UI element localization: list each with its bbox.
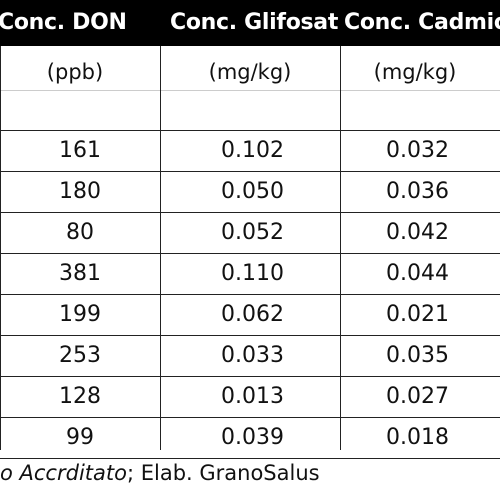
unit-glifosato: (mg/kg) (208, 60, 292, 84)
cell-glifosato: 0.110 (221, 261, 284, 286)
source-note-lab: o Accrditato (0, 461, 127, 485)
cell-glifosato: 0.052 (221, 220, 284, 245)
table-row: 180 0.050 0.036 (0, 171, 500, 212)
header-divider (0, 90, 500, 91)
cell-cadmio: 0.035 (386, 343, 449, 368)
column-divider (160, 46, 161, 450)
cell-don: 199 (59, 302, 101, 327)
cell-don: 180 (59, 179, 101, 204)
cell-glifosato: 0.033 (221, 343, 284, 368)
cell-don: 80 (66, 220, 94, 245)
header-conc-cadmio: Conc. Cadmio (344, 10, 500, 35)
unit-don: (ppb) (46, 60, 104, 84)
table-row: 253 0.033 0.035 (0, 335, 500, 376)
cell-don: 128 (59, 384, 101, 409)
cell-cadmio: 0.042 (386, 220, 449, 245)
cell-cadmio: 0.032 (386, 138, 449, 163)
table-header: Conc. DON Conc. Glifosato Conc. Cadmio (0, 0, 500, 46)
table-row: 161 0.102 0.032 (0, 130, 500, 171)
source-note: o Accrditato; Elab. GranoSalus (0, 457, 320, 489)
table-row: 381 0.110 0.044 (0, 253, 500, 294)
table-row: 80 0.052 0.042 (0, 212, 500, 253)
cell-cadmio: 0.018 (386, 425, 449, 450)
cell-don: 381 (59, 261, 101, 286)
table-row: 199 0.062 0.021 (0, 294, 500, 335)
cell-don: 99 (66, 425, 94, 450)
source-note-elab: ; Elab. GranoSalus (126, 461, 320, 485)
cell-don: 253 (59, 343, 101, 368)
cell-cadmio: 0.036 (386, 179, 449, 204)
cell-glifosato: 0.062 (221, 302, 284, 327)
cell-glifosato: 0.050 (221, 179, 284, 204)
cell-don: 161 (59, 138, 101, 163)
unit-cadmio: (mg/kg) (373, 60, 457, 84)
cell-glifosato: 0.013 (221, 384, 284, 409)
cell-glifosato: 0.102 (221, 138, 284, 163)
column-divider (0, 46, 1, 450)
cell-glifosato: 0.039 (221, 425, 284, 450)
table-row: 99 0.039 0.018 (0, 417, 500, 459)
table-row: 128 0.013 0.027 (0, 376, 500, 417)
cell-cadmio: 0.021 (386, 302, 449, 327)
cell-cadmio: 0.027 (386, 384, 449, 409)
column-divider (340, 46, 341, 450)
table-body: 161 0.102 0.032 180 0.050 0.036 80 0.052… (0, 130, 500, 459)
header-conc-glifosato: Conc. Glifosato (170, 10, 338, 35)
header-conc-don: Conc. DON (0, 10, 127, 35)
cell-cadmio: 0.044 (386, 261, 449, 286)
